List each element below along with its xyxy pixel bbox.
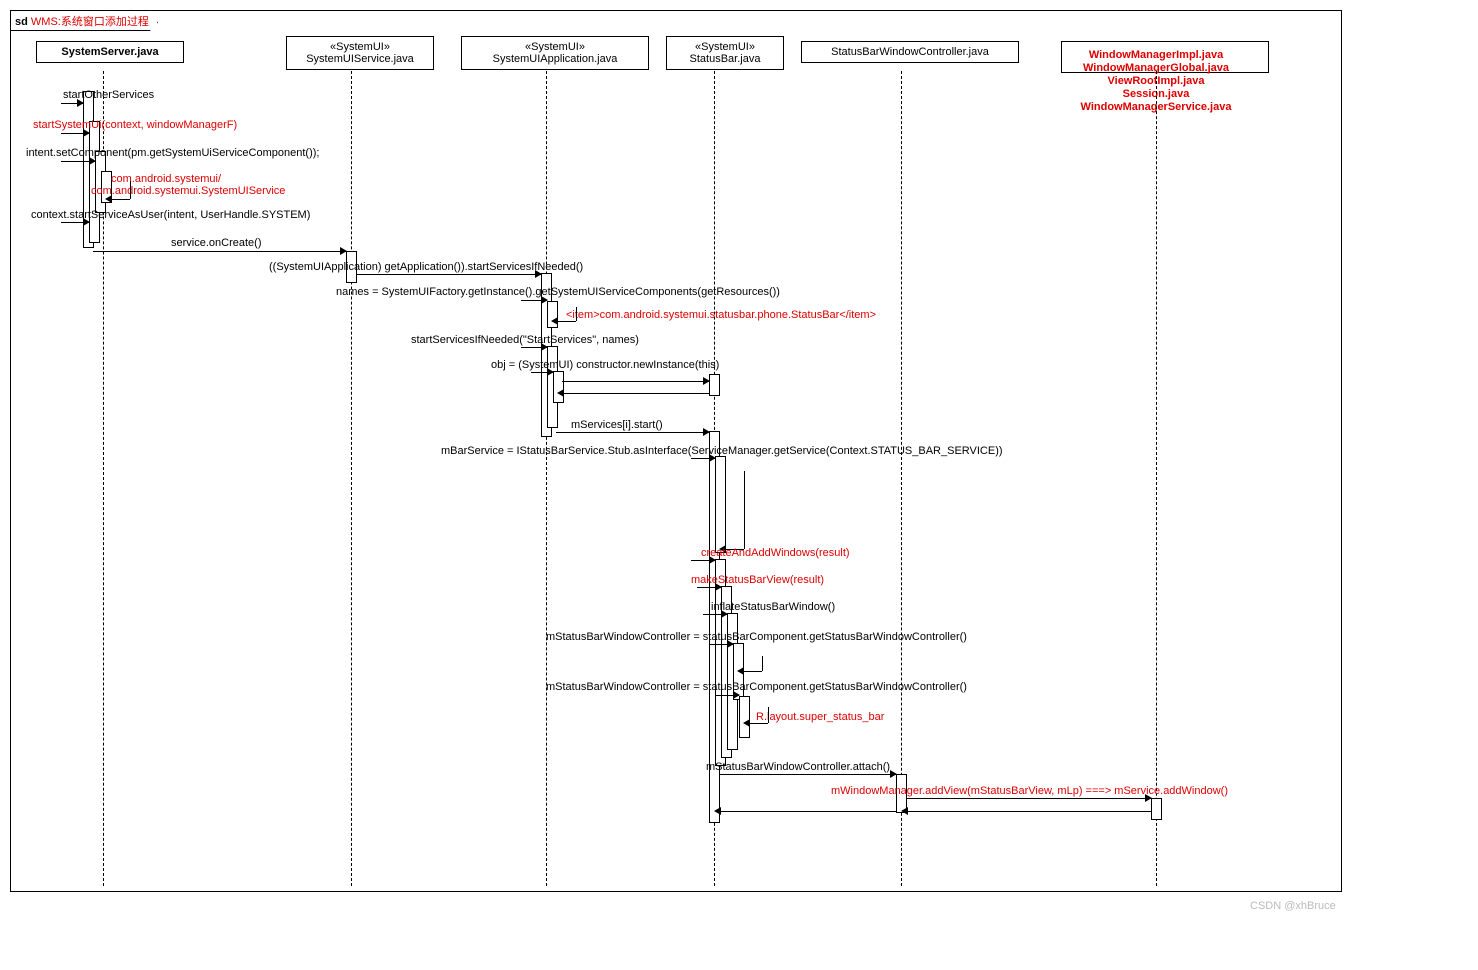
act-p6 xyxy=(1151,798,1162,820)
act-p4-a xyxy=(709,374,720,396)
participant-systemuiapplication: «SystemUI» SystemUIApplication.java xyxy=(461,36,649,70)
sequence-diagram-frame: sd WMS:系统窗口添加过程 SystemServer.java «Syste… xyxy=(10,10,1342,892)
msg-m19: R.layout.super_status_bar xyxy=(756,711,884,723)
msg-m2: startSystemUi(context, windowManagerF) xyxy=(33,119,237,131)
participant-systemserver: SystemServer.java xyxy=(36,41,184,63)
participant-systemuiservice: «SystemUI» SystemUIService.java xyxy=(286,36,434,70)
msg-m15: makeStatusBarView(result) xyxy=(691,574,824,586)
lifeline-p6 xyxy=(1156,71,1157,886)
msg-m12: mServices[i].start() xyxy=(571,419,663,431)
participant-statusbarwindowcontroller: StatusBarWindowController.java xyxy=(801,41,1019,63)
msg-m11: obj = (SystemUI) constructor.newInstance… xyxy=(491,359,719,371)
msg-m4a: com.android.systemui/ xyxy=(111,173,221,185)
frame-title: WMS:系统窗口添加过程 xyxy=(31,16,149,28)
lifeline-p2 xyxy=(351,71,352,886)
msg-m18: mStatusBarWindowController = statusBarCo… xyxy=(546,681,967,693)
msg-m13: mBarService = IStatusBarService.Stub.asI… xyxy=(441,445,1003,457)
msg-m5: context.startServiceAsUser(intent, UserH… xyxy=(31,209,310,221)
watermark: CSDN @xhBruce xyxy=(1250,900,1336,912)
msg-m4b: com.android.systemui.SystemUIService xyxy=(91,185,285,197)
act-p4-c xyxy=(715,456,726,553)
msg-m20: mStatusBarWindowController.attach() xyxy=(706,761,890,773)
msg-m10: startServicesIfNeeded("StartServices", n… xyxy=(411,334,639,346)
lifeline-p5 xyxy=(901,71,902,886)
msg-m21: mWindowManager.addView(mStatusBarView, m… xyxy=(831,785,1228,797)
msg-m9: <item>com.android.systemui.statusbar.pho… xyxy=(566,309,876,321)
msg-m14: createAndAddWindows(result) xyxy=(701,547,850,559)
act-p4-g xyxy=(739,696,750,738)
lifeline-p3 xyxy=(546,71,547,886)
msg-m6: service.onCreate() xyxy=(171,237,261,249)
msg-m8: names = SystemUIFactory.getInstance().ge… xyxy=(336,286,780,298)
msg-m17: mStatusBarWindowController = statusBarCo… xyxy=(546,631,967,643)
msg-m3: intent.setComponent(pm.getSystemUiServic… xyxy=(26,147,319,159)
frame-sd: sd xyxy=(15,16,28,28)
participant-statusbar: «SystemUI» StatusBar.java xyxy=(666,36,784,70)
frame-label: sd WMS:系统窗口添加过程 xyxy=(10,10,158,31)
act-p3-d xyxy=(553,371,564,403)
msg-m16: inflateStatusBarWindow() xyxy=(711,601,835,613)
